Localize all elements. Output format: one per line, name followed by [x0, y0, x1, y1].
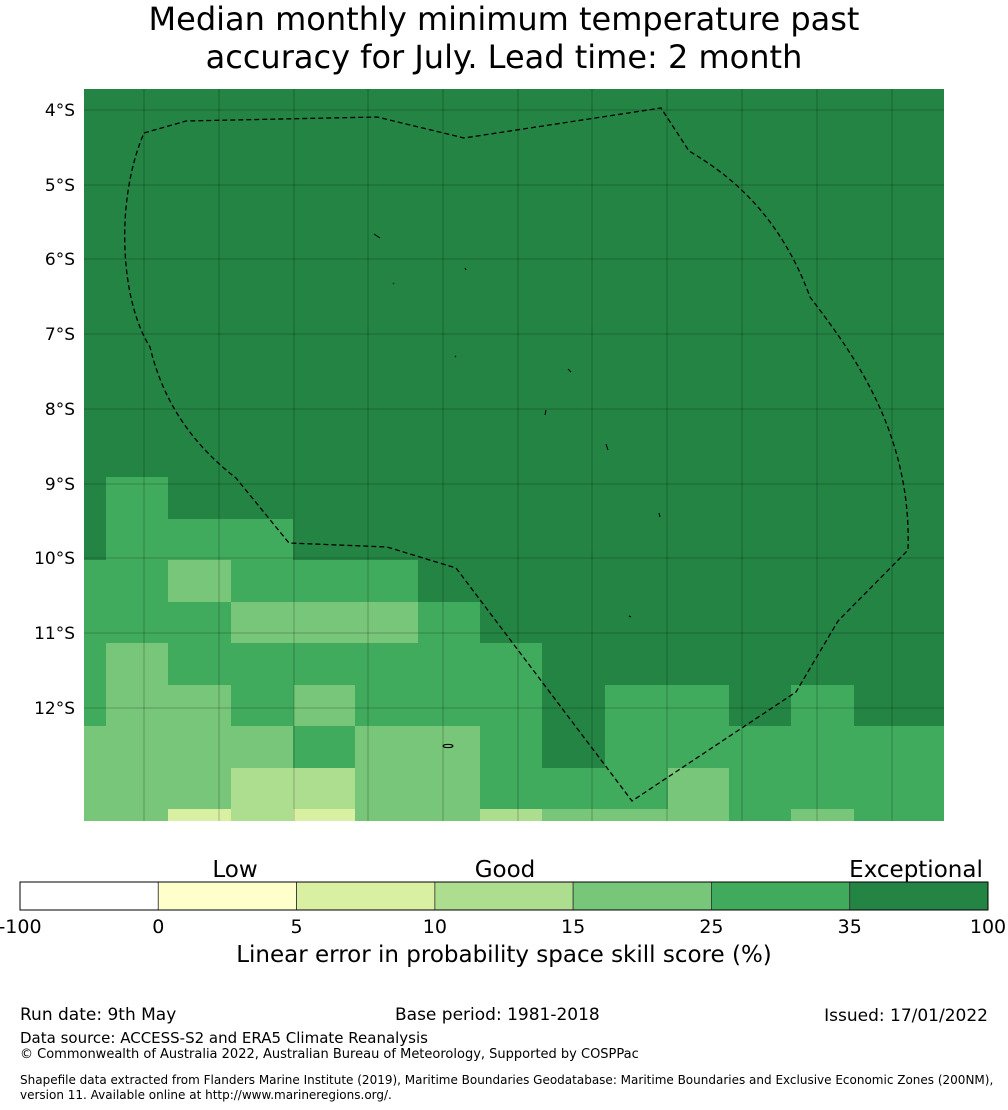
cell [293, 809, 355, 821]
island [442, 743, 454, 749]
colorbar [19, 881, 989, 911]
colorbar-tick: 15 [561, 916, 585, 938]
island [605, 443, 609, 451]
cell [605, 685, 729, 726]
map: 4°S 5°S 6°S 7°S 8°S 9°S 10°S 11°S 12°S 173°E 174°… [34, 89, 944, 830]
cell [355, 685, 542, 726]
island [544, 409, 547, 416]
cell [106, 643, 168, 726]
colorbar-segment [849, 881, 989, 911]
colorbar-segment [711, 881, 851, 911]
lat-label: 4°S [45, 101, 75, 121]
colorbar-tick: 10 [423, 916, 447, 938]
cell [542, 809, 668, 821]
cell [231, 560, 418, 602]
colorbar-tick: 25 [699, 916, 723, 938]
lon-label: 175°E [268, 829, 320, 830]
lon-label: 178°E [492, 829, 544, 830]
island [464, 267, 467, 271]
title-line-2: accuracy for July. Lead time: 2 month [205, 38, 803, 76]
skill-cells [84, 477, 944, 821]
lon-label: 173°E [118, 829, 170, 830]
colorbar-tick: 5 [291, 916, 303, 938]
lon-label: 178°W [788, 829, 846, 830]
legend-category: Good [475, 857, 536, 883]
lon-label: 177°E [417, 829, 469, 830]
cell [480, 809, 542, 821]
legend-category: Low [212, 857, 257, 883]
lat-label: 7°S [45, 325, 75, 345]
legend-category: Exceptional [849, 857, 983, 883]
base-period: Base period: 1981-2018 [395, 1005, 600, 1025]
shapefile-note-line-1: Shapefile data extracted from Flanders M… [20, 1073, 994, 1087]
lon-label: 179°E [566, 829, 618, 830]
island [658, 512, 661, 518]
chart-title: Median monthly minimum temperature past … [0, 0, 1008, 76]
cell [791, 809, 854, 821]
lon-label: 176°E [342, 829, 394, 830]
colorbar-segment [434, 881, 574, 911]
lat-label: 12°S [34, 699, 75, 719]
cell [168, 602, 231, 685]
lon-label: 174°E [193, 829, 245, 830]
cell [418, 602, 480, 643]
lat-label: 6°S [45, 250, 75, 270]
issued-date: Issued: 17/01/2022 [824, 1006, 988, 1026]
lon-label: 179°W [713, 829, 771, 830]
colorbar-tick: -100 [0, 916, 42, 938]
island [373, 233, 381, 239]
cell [791, 685, 854, 726]
colorbar-tick: 0 [152, 916, 164, 938]
cell [294, 685, 355, 726]
legend-categories: Low Good Exceptional [212, 857, 982, 883]
lat-label: 9°S [45, 475, 75, 495]
latitude-labels: 4°S 5°S 6°S 7°S 8°S 9°S 10°S 11°S 12°S [34, 101, 75, 719]
colorbar-frame [19, 881, 989, 911]
colorbar-segment [572, 881, 712, 911]
data-source: Data source: ACCESS-S2 and ERA5 Climate … [20, 1029, 428, 1047]
longitude-labels: 173°E 174°E 175°E 176°E 177°E 178°E 179°E 180° 1… [118, 829, 921, 830]
lat-label: 10°S [34, 549, 75, 569]
cell [231, 643, 542, 685]
cell [668, 768, 729, 821]
colorbar-tick: 100 [970, 916, 1006, 938]
colorbar-tick: 35 [838, 916, 862, 938]
cell [355, 726, 480, 821]
island [392, 282, 395, 285]
colorbar-label: Linear error in probability space skill … [236, 942, 772, 968]
lat-label: 11°S [34, 624, 75, 644]
cell [168, 685, 231, 726]
island [454, 355, 457, 358]
colorbar-ticks: -100 0 5 10 15 25 35 100 [0, 916, 1006, 938]
cell [231, 602, 418, 643]
island [628, 615, 632, 618]
cell [106, 477, 168, 560]
cell [480, 726, 542, 809]
cell [168, 519, 293, 560]
shapefile-note-line-2: version 11. Available online at http://w… [20, 1088, 392, 1102]
cell [231, 685, 294, 726]
graticule [84, 89, 944, 821]
cell [168, 560, 231, 602]
lon-label: 177°W [863, 829, 921, 830]
colorbar-segment [157, 881, 297, 911]
colorbar-segment [19, 881, 159, 911]
lat-label: 5°S [45, 176, 75, 196]
title-line-1: Median monthly minimum temperature past [148, 0, 860, 38]
copyright: © Commonwealth of Australia 2022, Austra… [20, 1047, 639, 1062]
legend: Low Good Exceptional -100 0 5 10 15 25 35 100 [0, 857, 1006, 938]
lon-label: 180° [647, 829, 688, 830]
cell [605, 726, 944, 768]
cell [293, 726, 355, 768]
island [567, 368, 572, 373]
run-date: Run date: 9th May [20, 1005, 177, 1025]
colorbar-segment [296, 881, 436, 911]
eez-boundary [124, 107, 909, 802]
lat-label: 8°S [45, 400, 75, 420]
cell [168, 809, 231, 821]
islands [373, 233, 661, 749]
